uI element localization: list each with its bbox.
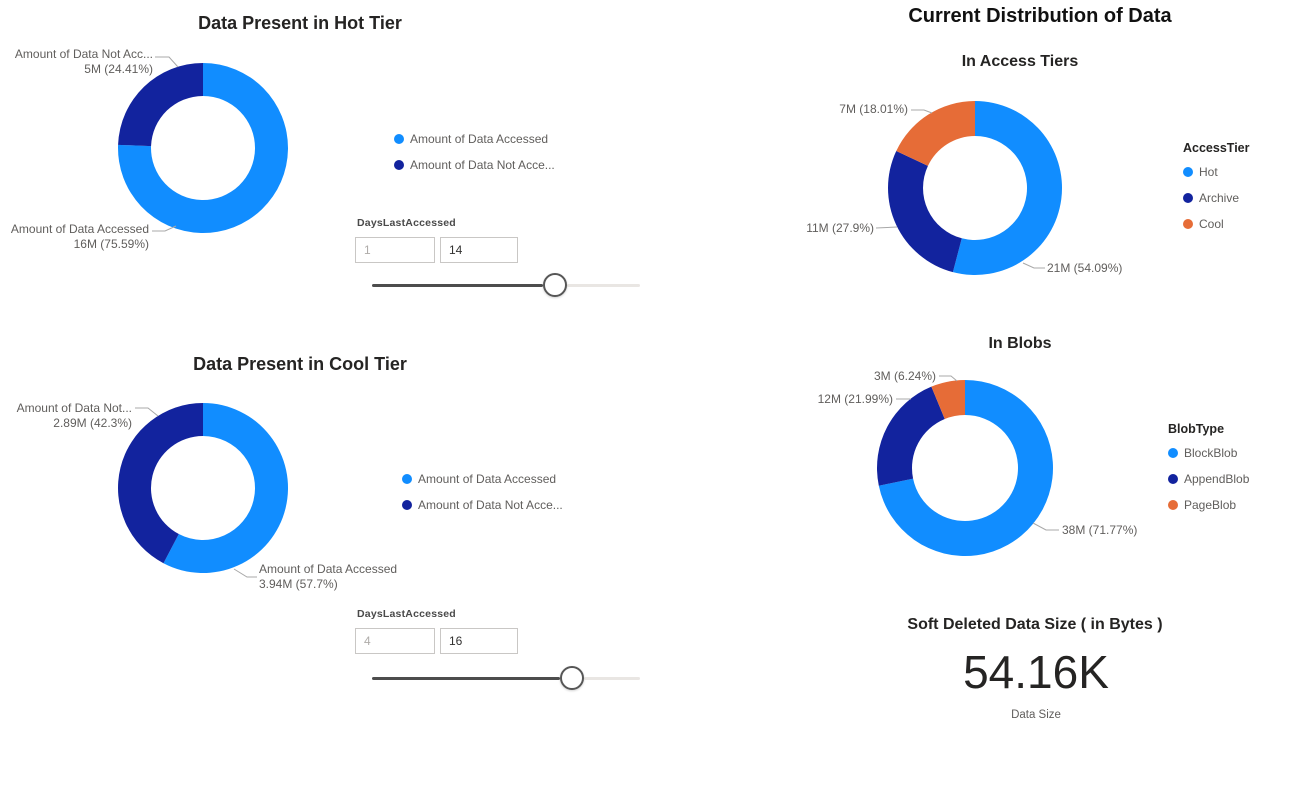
callout-archive-11m: 11M (27.9%) <box>782 221 874 236</box>
legend-dot <box>1168 500 1178 510</box>
legend-label: Amount of Data Accessed <box>418 472 557 486</box>
callout-value: 16M (75.59%) <box>73 237 149 251</box>
legend-label: Archive <box>1199 191 1240 205</box>
slicer-range-end-input[interactable] <box>440 628 518 654</box>
legend-hot-tier: Amount of Data Accessed Amount of Data N… <box>394 126 555 178</box>
legend-item-appendblob[interactable]: AppendBlob <box>1168 466 1249 492</box>
legend-dot <box>1183 219 1193 229</box>
legend-item-accessed[interactable]: Amount of Data Accessed <box>394 126 555 152</box>
donut-slice-pageblob[interactable] <box>931 380 965 420</box>
slider-handle[interactable] <box>560 666 584 690</box>
legend-item-archive[interactable]: Archive <box>1183 185 1250 211</box>
chart-title-blobs: In Blobs <box>988 335 1052 352</box>
donut-slice-amount-of-data-not-accessed[interactable] <box>118 403 203 564</box>
legend-dot <box>402 500 412 510</box>
callout-value: 38M (71.77%) <box>1062 523 1138 537</box>
callout-hot-not-accessed: Amount of Data Not Acc... 5M (24.41%) <box>8 47 153 77</box>
donut-chart-access-tiers[interactable] <box>885 98 1065 278</box>
callout-value: 3.94M (57.7%) <box>259 577 338 591</box>
legend-access-tier: AccessTier Hot Archive Cool <box>1183 141 1250 237</box>
card-label-data-size: Data Size <box>1011 709 1061 721</box>
callout-category: Amount of Data Not... <box>16 401 132 415</box>
legend-dot <box>1183 193 1193 203</box>
card-title-soft-deleted: Soft Deleted Data Size ( in Bytes ) <box>907 616 1163 633</box>
card-value-data-size: 54.16K <box>963 646 1109 698</box>
callout-value: 21M (54.09%) <box>1047 261 1123 275</box>
legend-label: PageBlob <box>1184 498 1237 512</box>
legend-label: Cool <box>1199 217 1224 231</box>
callout-hot-accessed: Amount of Data Accessed 16M (75.59%) <box>8 222 149 252</box>
legend-label: AppendBlob <box>1184 472 1250 486</box>
slider-handle[interactable] <box>543 273 567 297</box>
callout-cool-7m: 7M (18.01%) <box>818 102 908 117</box>
callout-hot-21m: 21M (54.09%) <box>1047 261 1167 276</box>
legend-label: Amount of Data Not Acce... <box>410 158 555 172</box>
legend-dot <box>1168 448 1178 458</box>
legend-dot <box>1183 167 1193 177</box>
legend-item-blockblob[interactable]: BlockBlob <box>1168 440 1249 466</box>
donut-slice-cool[interactable] <box>896 101 975 166</box>
slider-track-rest[interactable] <box>567 284 640 287</box>
callout-value: 5M (24.41%) <box>84 62 153 76</box>
legend-dot <box>1168 474 1178 484</box>
legend-item-accessed[interactable]: Amount of Data Accessed <box>402 466 563 492</box>
donut-slice-amount-of-data-accessed[interactable] <box>163 403 289 573</box>
callout-category: Amount of Data Accessed <box>10 222 149 236</box>
slicer-title-days-last-accessed: DaysLastAccessed <box>357 217 456 229</box>
callout-value: 11M (27.9%) <box>806 221 874 235</box>
callout-blockblob-38m: 38M (71.77%) <box>1062 523 1182 538</box>
callout-category: Amount of Data Not Acc... <box>14 47 153 61</box>
callout-value: 7M (18.01%) <box>839 102 908 116</box>
donut-chart-blobs[interactable] <box>875 378 1055 558</box>
legend-item-cool[interactable]: Cool <box>1183 211 1250 237</box>
slider-track-filled[interactable] <box>372 677 560 680</box>
callout-pageblob-3m: 3M (6.24%) <box>846 369 936 384</box>
legend-cool-tier: Amount of Data Accessed Amount of Data N… <box>402 466 563 518</box>
callout-category: Amount of Data Accessed <box>259 562 398 576</box>
donut-slice-amount-of-data-accessed[interactable] <box>118 63 289 234</box>
callout-value: 12M (21.99%) <box>817 392 893 406</box>
legend-label: Amount of Data Accessed <box>410 132 549 146</box>
slicer-range-end-input[interactable] <box>440 237 518 263</box>
legend-dot <box>394 160 404 170</box>
slicer-range-start-input[interactable] <box>355 628 435 654</box>
chart-title-hot-tier: Data Present in Hot Tier <box>198 13 402 33</box>
slider-track-filled[interactable] <box>372 284 543 287</box>
callout-value: 2.89M (42.3%) <box>53 416 132 430</box>
donut-slice-hot[interactable] <box>952 101 1063 275</box>
callout-value: 3M (6.24%) <box>873 369 936 383</box>
legend-item-hot[interactable]: Hot <box>1183 159 1250 185</box>
section-title: Current Distribution of Data <box>908 5 1172 27</box>
legend-dot <box>402 474 412 484</box>
donut-slice-archive[interactable] <box>888 151 962 273</box>
legend-label: Hot <box>1199 165 1218 179</box>
legend-dot <box>394 134 404 144</box>
slider-track-rest[interactable] <box>584 677 640 680</box>
legend-label: BlockBlob <box>1184 446 1238 460</box>
donut-chart-hot-tier[interactable] <box>113 58 293 238</box>
donut-chart-cool-tier[interactable] <box>113 398 293 578</box>
donut-slice-amount-of-data-not-accessed[interactable] <box>118 63 203 147</box>
callout-cool-not-accessed: Amount of Data Not... 2.89M (42.3%) <box>8 401 132 431</box>
slicer-range-start-input[interactable] <box>355 237 435 263</box>
legend-item-pageblob[interactable]: PageBlob <box>1168 492 1249 518</box>
legend-item-not-accessed[interactable]: Amount of Data Not Acce... <box>402 492 563 518</box>
legend-blob-type: BlobType BlockBlob AppendBlob PageBlob <box>1168 422 1249 518</box>
chart-title-access-tiers: In Access Tiers <box>961 53 1079 70</box>
chart-title-cool-tier: Data Present in Cool Tier <box>193 354 407 374</box>
legend-title: AccessTier <box>1183 141 1250 155</box>
legend-title: BlobType <box>1168 422 1225 436</box>
slicer-title-days-last-accessed: DaysLastAccessed <box>357 608 456 620</box>
legend-label: Amount of Data Not Acce... <box>418 498 563 512</box>
callout-appendblob-12m: 12M (21.99%) <box>795 392 893 407</box>
donut-slice-blockblob[interactable] <box>878 380 1054 556</box>
donut-slice-appendblob[interactable] <box>877 386 945 486</box>
callout-cool-accessed: Amount of Data Accessed 3.94M (57.7%) <box>259 562 419 592</box>
legend-item-not-accessed[interactable]: Amount of Data Not Acce... <box>394 152 555 178</box>
